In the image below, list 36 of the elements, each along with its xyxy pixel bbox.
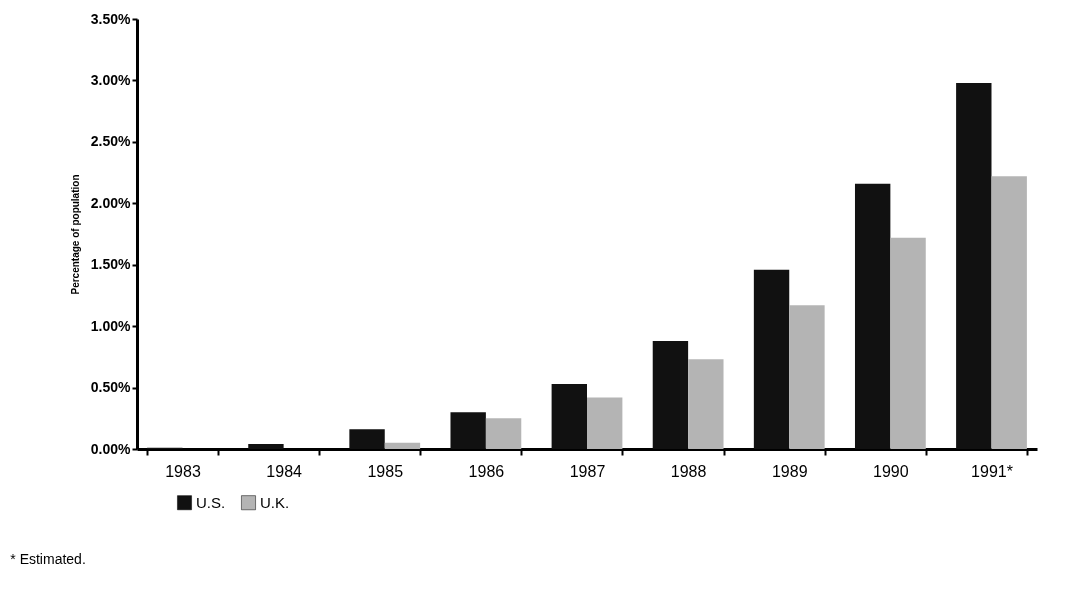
bar (789, 305, 825, 449)
bar (991, 176, 1027, 449)
x-tick-label: 1983 (165, 462, 201, 480)
y-tick-label: 3.00% (90, 71, 132, 88)
y-tick-label: 0.50% (90, 379, 132, 396)
x-tick-label: 1989 (771, 462, 808, 480)
bar (450, 412, 486, 449)
bar (349, 429, 385, 449)
legend-label: U.K. (260, 493, 290, 511)
bar (753, 269, 790, 449)
legend-label: U.S. (196, 493, 226, 511)
bar (956, 82, 992, 449)
bar (587, 397, 623, 449)
y-tick-label: 2.50% (90, 133, 132, 150)
bar (890, 237, 926, 449)
bar (854, 183, 891, 449)
y-tick-label: 2.00% (90, 194, 132, 211)
x-tick-label: 1984 (266, 462, 303, 480)
bar (248, 444, 284, 449)
y-tick-label: 1.00% (90, 317, 132, 334)
x-tick-label: 1985 (367, 462, 404, 480)
text: * Estimated. (10, 551, 86, 567)
y-tick-label: 0.00% (90, 440, 132, 457)
bar (551, 383, 587, 449)
x-tick-label: 1990 (873, 462, 909, 480)
bar (688, 359, 724, 449)
x-tick-label: 1987 (569, 462, 606, 480)
bar (652, 340, 689, 449)
y-tick-label: 3.50% (90, 10, 132, 27)
y-axis-title: Percentage of population (69, 174, 81, 295)
y-tick-label: 1.50% (90, 256, 132, 273)
x-tick-label: 1986 (468, 462, 505, 480)
x-tick-label: 1991* (971, 462, 1013, 480)
x-tick-label: 1988 (670, 462, 707, 480)
bar (384, 442, 421, 449)
bar (485, 418, 522, 449)
